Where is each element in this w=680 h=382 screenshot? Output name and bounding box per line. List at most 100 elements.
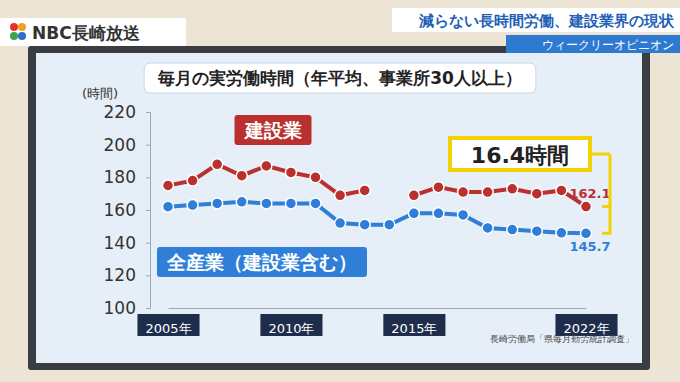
x-axis-line: [169, 308, 587, 309]
y-tick-mark: [146, 308, 150, 309]
headline: 減らない長時間労働、建設業界の現状: [418, 12, 675, 30]
legend-entry: 建設業: [235, 115, 312, 145]
series-point: [433, 208, 444, 219]
y-tick-mark: [146, 112, 150, 113]
segment-box: [506, 35, 680, 53]
series-point: [212, 198, 223, 209]
data-label: 162.1: [569, 186, 610, 201]
y-tick-mark: [146, 145, 150, 146]
y-tick: 140: [104, 233, 150, 253]
series-point: [482, 222, 493, 233]
x-tick-label: 2005年: [145, 321, 191, 336]
series-point: [458, 187, 469, 198]
x-tick: 2022年: [555, 308, 617, 336]
series-point: [556, 185, 567, 196]
series-point: [531, 188, 542, 199]
screen-panel: [36, 53, 642, 363]
y-tick-mark: [146, 210, 150, 211]
y-tick-label: 100: [104, 298, 136, 318]
y-axis-line: [146, 113, 151, 309]
title-box: [144, 63, 536, 93]
logo-text: NBC長崎放送: [32, 23, 140, 43]
y-tick: 180: [104, 167, 150, 187]
legend-label: 建設業: [243, 119, 302, 141]
series-point: [310, 172, 321, 183]
series-point: [408, 208, 419, 219]
x-axis: 2005年 2010年 2015年 2022年: [137, 308, 617, 336]
series-point: [261, 160, 272, 171]
annotation: 16.4時間: [471, 143, 569, 168]
y-tick: 120: [104, 265, 150, 285]
background: [0, 0, 680, 382]
x-label-box: [555, 314, 617, 336]
series-point: [507, 224, 518, 235]
logo-dot: [18, 23, 26, 31]
y-tick-label: 180: [104, 167, 136, 187]
x-label-box: [137, 314, 199, 336]
legend-entry: 全産業（建設業含む）: [157, 247, 367, 277]
series-point: [359, 185, 370, 196]
y-tick-label: 120: [104, 265, 136, 285]
series-point: [285, 198, 296, 209]
series-point: [187, 200, 198, 211]
y-axis-title: (時間): [82, 86, 118, 101]
series-point: [212, 159, 223, 170]
y-tick: 220: [104, 102, 150, 122]
series-point: [236, 196, 247, 207]
screen-frame: [28, 46, 650, 370]
series-point: [310, 198, 321, 209]
annotation-connector: [590, 153, 610, 156]
headline-box: [392, 8, 680, 32]
y-tick-label: 220: [104, 102, 136, 122]
y-tick: 200: [104, 135, 150, 155]
series-point: [482, 187, 493, 198]
series-point: [261, 198, 272, 209]
data-label: 145.7: [569, 239, 610, 254]
series-point: [359, 219, 370, 230]
series-point: [163, 201, 174, 212]
x-tick: 2005年: [137, 308, 199, 336]
series-point: [384, 219, 395, 230]
x-tick: 2015年: [383, 308, 445, 336]
y-tick-mark: [146, 243, 150, 244]
y-tick-mark: [146, 177, 150, 178]
y-tick-mark: [146, 275, 150, 276]
series-point: [581, 201, 592, 212]
series-point: [458, 209, 469, 220]
canvas: NBC長崎放送 減らない長時間労働、建設業界の現状ウィークリーオピニオン毎月の実労…: [0, 0, 680, 382]
series-line: [168, 202, 586, 234]
series-point: [335, 218, 346, 229]
y-tick: 160: [104, 200, 150, 220]
legend-label: 全産業（建設業含む）: [166, 251, 357, 273]
x-tick: 2010年: [260, 308, 322, 336]
y-tick-label: 160: [104, 200, 136, 220]
series-point: [236, 170, 247, 181]
chart-title: 毎月の実労働時間（年平均、事業所30人以上）: [157, 68, 522, 88]
logo-dot: [18, 32, 26, 40]
x-tick-label: 2010年: [268, 321, 314, 336]
series-point: [163, 180, 174, 191]
logo-box: [0, 18, 186, 46]
source: 長崎労働局「県毎月勤労統計調査」: [490, 334, 634, 344]
series-point: [507, 183, 518, 194]
annotation-connector: [609, 154, 612, 207]
series-point: [531, 226, 542, 237]
logo-dot: [10, 32, 18, 40]
segment: ウィークリーオピニオン: [542, 38, 674, 52]
x-label-box: [260, 314, 322, 336]
annotation-box: [450, 138, 590, 170]
plot-texts: 162.1 145.7 建設業全産業（建設業含む）: [157, 115, 611, 277]
y-tick-label: 140: [104, 233, 136, 253]
logo-dot: [10, 23, 18, 31]
y-tick-label: 200: [104, 135, 136, 155]
annotation-bracket: [602, 207, 610, 234]
legend-box: [235, 115, 312, 145]
legend-box: [157, 247, 367, 277]
series-point: [408, 190, 419, 201]
x-tick-label: 2015年: [391, 321, 437, 336]
series-point: [433, 182, 444, 193]
x-label-box: [383, 314, 445, 336]
series-point: [556, 227, 567, 238]
series-point: [335, 190, 346, 201]
series-point: [285, 167, 296, 178]
